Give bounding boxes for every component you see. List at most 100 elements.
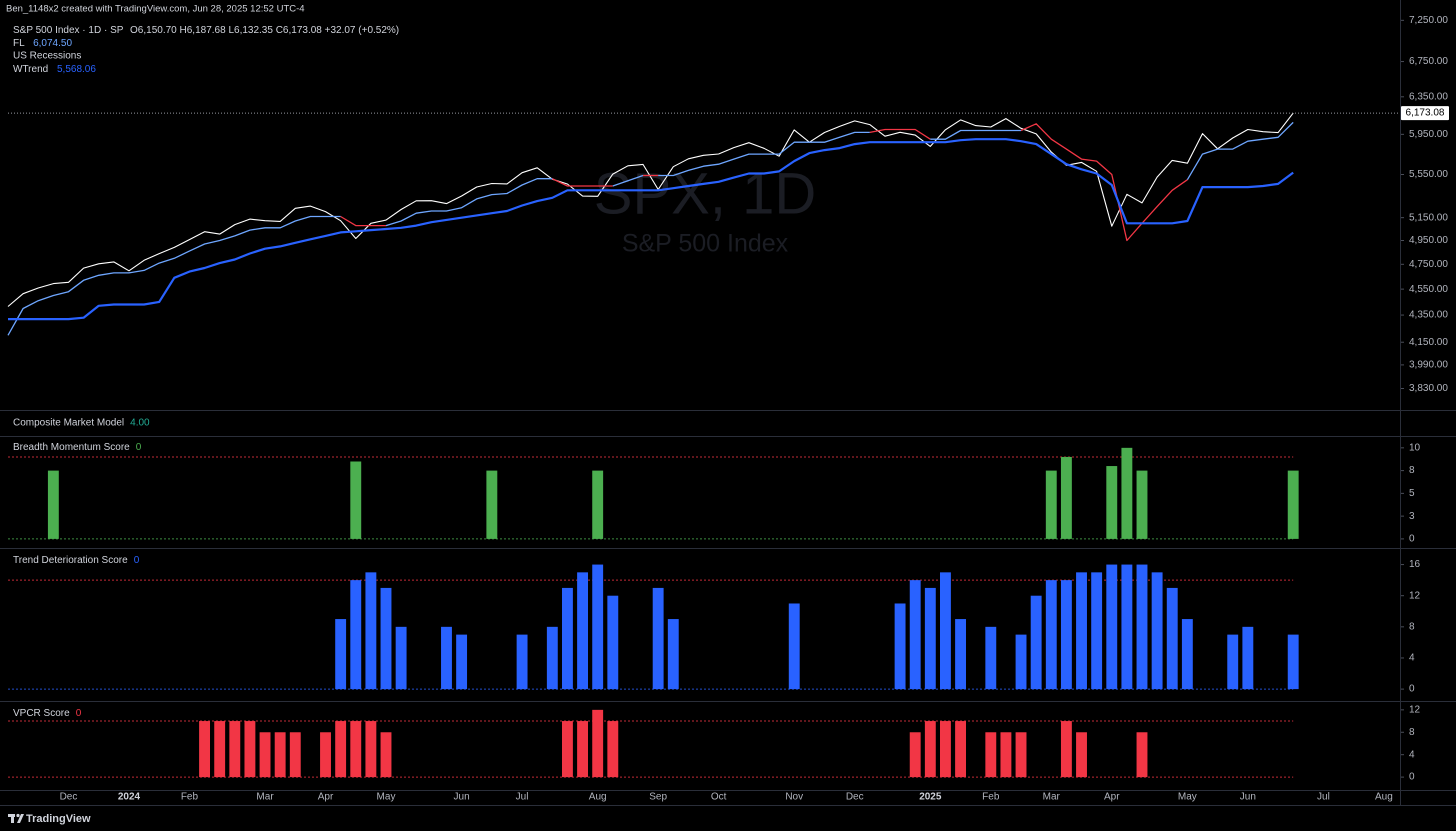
bar xyxy=(486,470,498,539)
y-tick-label: 5,150.00 xyxy=(1409,212,1448,223)
plot-area: 7,250.00 6,750.00 6,350.00 5,950.00 5,550.00… xyxy=(7,15,1449,803)
bar xyxy=(985,626,997,690)
footer-brand: TradingView xyxy=(26,813,91,825)
bar xyxy=(561,721,573,778)
panel-title: Breadth Momentum Score 0 xyxy=(13,442,142,453)
logo-part xyxy=(17,814,24,823)
series-line xyxy=(658,131,870,177)
y-tick-label: 8 xyxy=(1409,727,1415,738)
y-tick-label: 12 xyxy=(1409,704,1421,715)
bar xyxy=(350,461,362,539)
bar xyxy=(546,626,558,690)
bar xyxy=(607,721,619,778)
legend-fl: FL 6,074.50 xyxy=(13,38,72,49)
bar xyxy=(199,721,211,778)
x-tick-label: Jul xyxy=(1317,792,1330,803)
x-tick-label: Jul xyxy=(516,792,529,803)
y-tick-label: 0 xyxy=(1409,772,1415,783)
bar xyxy=(985,732,997,778)
legend-symbol: S&P 500 Index · 1D · SP O6,150.70 H6,187… xyxy=(13,25,399,36)
ohlc: O6,150.70 H6,187.68 L6,132.35 C6,173.08 … xyxy=(130,25,399,36)
x-tick-label: Jun xyxy=(454,792,470,803)
y-tick-label: 10 xyxy=(1409,442,1421,453)
bar xyxy=(1000,732,1012,778)
bar xyxy=(259,732,271,778)
bar xyxy=(1076,572,1087,690)
x-tick-label: Jun xyxy=(1240,792,1256,803)
bar xyxy=(592,709,604,778)
panel-title: Composite Market Model 4.00 xyxy=(13,417,150,428)
panel-value: 4.00 xyxy=(130,417,150,428)
panel-title: VPCR Score 0 xyxy=(13,708,82,719)
bar xyxy=(909,732,921,778)
bar xyxy=(894,603,906,690)
panel-title-text: VPCR Score xyxy=(13,708,70,719)
bar xyxy=(577,721,589,778)
bar xyxy=(1121,447,1133,539)
symbol-name: S&P 500 Index · 1D · SP xyxy=(13,25,124,36)
y-tick-label: 5,950.00 xyxy=(1409,129,1448,140)
bar xyxy=(244,721,256,778)
bar xyxy=(1015,732,1027,778)
legend-value: 5,568.06 xyxy=(57,64,96,75)
legend-value: 6,074.50 xyxy=(33,38,72,49)
y-tick-label: 4,950.00 xyxy=(1409,235,1448,246)
bar xyxy=(289,732,301,778)
bar xyxy=(1106,564,1118,690)
logo-part xyxy=(11,814,14,823)
bar xyxy=(380,732,392,778)
y-tick-label: 0 xyxy=(1409,534,1415,545)
bar xyxy=(335,721,347,778)
bar xyxy=(1166,587,1178,690)
bar xyxy=(350,721,362,778)
series-line xyxy=(552,178,613,187)
bar xyxy=(1121,564,1133,690)
bar xyxy=(1030,595,1042,690)
y-tick-label: 7,250.00 xyxy=(1409,15,1448,26)
bar xyxy=(607,595,619,690)
bar xyxy=(335,619,347,690)
series-line xyxy=(869,128,931,140)
bar xyxy=(788,603,800,690)
bar xyxy=(939,572,951,690)
x-tick-label: Dec xyxy=(60,792,78,803)
bar xyxy=(955,619,967,690)
bar xyxy=(516,634,528,690)
bar xyxy=(909,580,921,690)
panel-title-text: Composite Market Model xyxy=(13,417,124,428)
y-tick-label: 5 xyxy=(1409,488,1415,499)
bar xyxy=(1076,732,1087,778)
panel-value: 0 xyxy=(76,708,82,719)
tradingview-logo xyxy=(8,813,24,823)
bar xyxy=(1060,580,1072,690)
y-tick-label: 3,830.00 xyxy=(1409,383,1448,394)
bar xyxy=(1091,572,1103,690)
y-tick-label: 6,750.00 xyxy=(1409,56,1448,67)
x-tick-label: Nov xyxy=(785,792,803,803)
x-tick-label: Feb xyxy=(181,792,199,803)
bar xyxy=(924,587,936,690)
series-line xyxy=(1020,123,1188,242)
legend-name: WTrend xyxy=(13,64,48,75)
bar xyxy=(1242,626,1254,690)
x-tick-label: Oct xyxy=(711,792,727,803)
bar xyxy=(1045,470,1057,539)
y-tick-label: 16 xyxy=(1409,559,1421,570)
y-tick-label: 4,750.00 xyxy=(1409,259,1448,270)
y-tick-label: 4 xyxy=(1409,749,1415,760)
x-tick-label: Dec xyxy=(846,792,864,803)
x-tick-label: Sep xyxy=(649,792,667,803)
x-tick-label: Mar xyxy=(256,792,274,803)
bar xyxy=(229,721,241,778)
y-tick-label: 5,550.00 xyxy=(1409,169,1448,180)
y-tick-label: 6,350.00 xyxy=(1409,91,1448,102)
bar xyxy=(365,572,377,690)
credit: Ben_1148x2 created with TradingView.com,… xyxy=(6,4,305,15)
watermark: SPX, 1D S&P 500 Index xyxy=(594,161,816,257)
bar xyxy=(1287,470,1299,539)
bar xyxy=(1015,634,1027,690)
series-line xyxy=(7,215,341,336)
x-tick-label: Apr xyxy=(1104,792,1120,803)
bar xyxy=(350,580,362,690)
